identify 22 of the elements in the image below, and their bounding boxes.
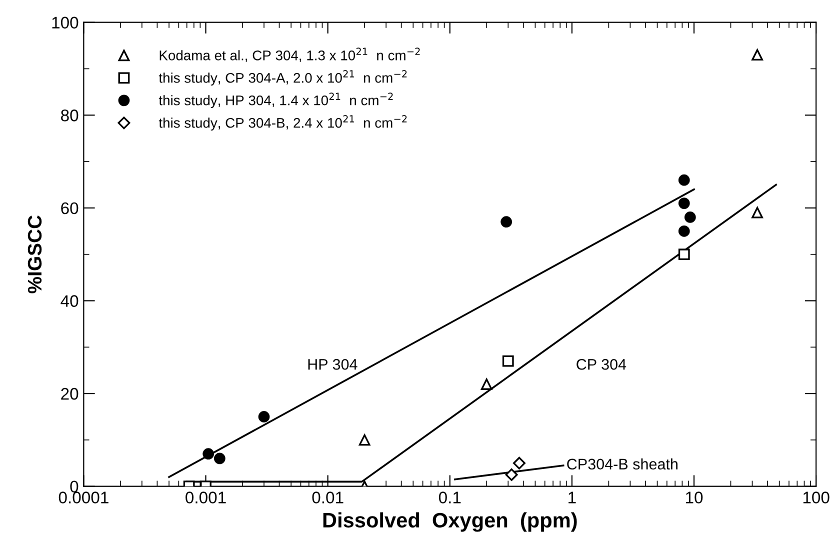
annotation: CP304-B sheath xyxy=(567,458,678,470)
x-tick-label: 0.001 xyxy=(186,492,226,504)
legend-label: this study, HP 304, 1.4 x 10$^{21}$ n cm$^{−2}$ xyxy=(158,92,393,108)
x-tick-label: 10 xyxy=(686,492,703,504)
annotation: CP 304 xyxy=(576,358,626,370)
y-tick-label: 80 xyxy=(61,110,78,122)
annotation: HP 304 xyxy=(308,358,358,370)
legend-label: this study, CP 304-A, 2.0 x 10$^{21}$ n cm$^{−2}$ xyxy=(158,70,407,86)
y-tick-label: 40 xyxy=(60,295,78,307)
x-tick-label: 0.01 xyxy=(312,492,344,504)
x-tick-label: 0.0001 xyxy=(58,492,108,504)
y-tick-label: 20 xyxy=(61,388,78,400)
x-tick-label: 1 xyxy=(568,492,576,504)
legend-label: this study, CP 304-B, 2.4 x 10$^{21}$ n cm$^{−2}$ xyxy=(158,115,407,131)
y-axis-title: %IGSCC xyxy=(28,215,42,294)
x-tick-label: 0.1 xyxy=(438,492,461,504)
legend-label: Kodama et al., CP 304, 1.3 x 10$^{21}$ n cm$^{−2}$ xyxy=(160,48,420,62)
x-tick-label: 100 xyxy=(803,492,830,504)
y-tick-label: 0 xyxy=(70,480,78,493)
x-axis-title: Dissolved Oxygen (ppm) xyxy=(323,512,577,532)
y-tick-label: 100 xyxy=(52,16,78,29)
y-tick-label: 60 xyxy=(61,202,78,214)
